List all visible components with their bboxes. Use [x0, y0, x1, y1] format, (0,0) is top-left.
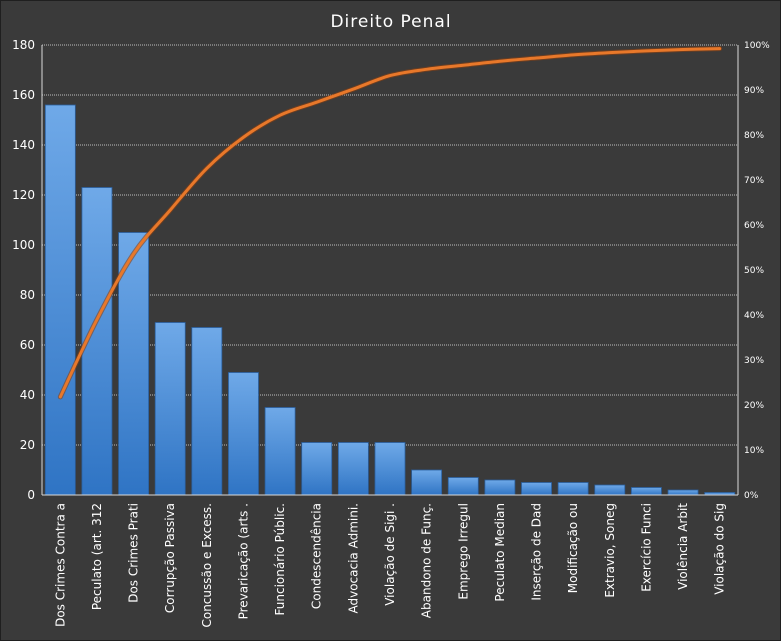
x-tick-label: Inserção de Dad	[530, 503, 544, 601]
y2-tick-label: 30%	[744, 356, 764, 366]
y2-tick-label: 60%	[744, 221, 764, 231]
x-tick-label: Exercício Funci	[639, 503, 653, 592]
chart-title: Direito Penal	[330, 12, 451, 32]
y-tick-label: 80	[20, 288, 35, 302]
x-tick-label: Condescendência	[310, 503, 324, 609]
y-tick-label: 0	[27, 488, 35, 502]
x-tick-label: Extravio, Soneg	[603, 503, 617, 598]
x-tick-label: Corrupção Passiva	[163, 503, 177, 613]
x-tick-label: Peculato Median	[493, 503, 507, 602]
y2-tick-label: 10%	[744, 446, 764, 456]
bar	[228, 372, 259, 496]
y2-tick-label: 100%	[744, 41, 770, 51]
y2-tick-label: 20%	[744, 401, 764, 411]
bar	[154, 322, 186, 496]
y-tick-label: 160	[12, 88, 35, 102]
y-tick-label: 140	[12, 138, 35, 152]
bar	[44, 104, 76, 496]
x-tick-label: Violação de Sigi .	[383, 503, 397, 606]
cumulative-line-layer	[57, 46, 723, 400]
x-tick-label: Violação do Sig	[713, 503, 727, 595]
y-tick-label: 100	[12, 238, 35, 252]
x-tick-label: Prevaricação (arts .	[236, 503, 250, 619]
bar	[667, 489, 699, 496]
bar	[447, 477, 479, 496]
bar	[337, 442, 369, 496]
bar	[484, 479, 516, 496]
y2-tick-label: 70%	[744, 176, 764, 186]
x-tick-label: Concussão e Excess.	[200, 503, 214, 628]
bar	[264, 407, 296, 496]
x-tick-label: Dos Crimes Contra a	[53, 503, 67, 627]
bar	[374, 442, 406, 496]
y2-tick-label: 90%	[744, 86, 764, 96]
bar	[301, 442, 333, 496]
bar	[191, 327, 223, 496]
bar	[411, 469, 443, 496]
x-tick-label: Funcionário Públic.	[273, 503, 287, 615]
cumulative-line	[58, 47, 722, 399]
bar	[521, 482, 552, 496]
y2-tick-label: 80%	[744, 131, 764, 141]
axes: 0 20 40 60 80 100 120 140 160 180 0% 10% 20% 30% 40% 50…	[12, 38, 770, 628]
y2-tick-label: 0%	[744, 491, 759, 501]
x-tick-label: Abandono de Funç.	[420, 503, 434, 618]
y-tick-label: 180	[12, 38, 35, 52]
bar	[594, 484, 626, 496]
x-tick-label: Dos Crimes Prati	[127, 503, 141, 603]
x-tick-label: Emprego Irregul	[456, 503, 470, 600]
y2-tick-label: 50%	[744, 266, 764, 276]
bars	[44, 104, 736, 496]
y-tick-label: 120	[12, 188, 35, 202]
x-tick-label: Peculato (art. 312	[90, 503, 104, 610]
y-tick-label: 20	[20, 438, 35, 452]
y-tick-label: 40	[20, 388, 35, 402]
x-tick-label: Advocacia Admini.	[346, 503, 360, 614]
y2-tick-label: 40%	[744, 311, 764, 321]
y-tick-label: 60	[20, 338, 35, 352]
bar	[557, 482, 589, 496]
x-tick-label: Violência Arbit	[676, 503, 690, 590]
bar	[631, 487, 662, 496]
x-tick-label: Modificação ou	[566, 503, 580, 593]
